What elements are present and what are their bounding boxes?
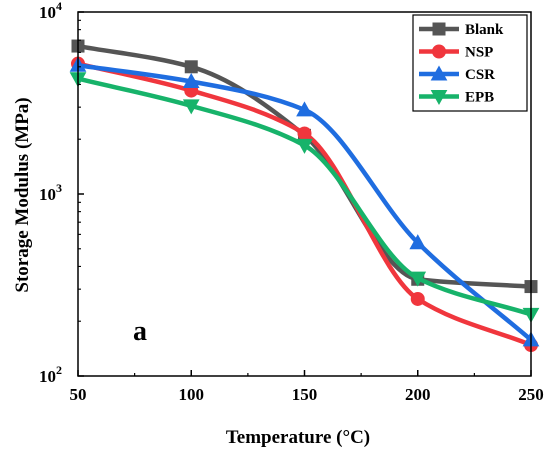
legend-marker-csr bbox=[430, 65, 448, 81]
legend-marker-nsp bbox=[432, 44, 446, 59]
data-point-nsp bbox=[410, 291, 425, 306]
x-tick-label: 150 bbox=[292, 385, 318, 404]
series-line-epb bbox=[75, 76, 534, 317]
legend-marker-blank bbox=[432, 22, 446, 36]
panel-label: a bbox=[133, 316, 147, 347]
data-point-csr bbox=[182, 72, 200, 89]
data-point-epb bbox=[409, 271, 427, 287]
legend-marker-epb bbox=[430, 90, 448, 106]
x-tick-label: 100 bbox=[179, 385, 205, 404]
legend-label-csr: CSR bbox=[465, 67, 495, 83]
x-axis: 50 100 150 200 250 bbox=[70, 370, 544, 404]
y-tick-base: 10 bbox=[39, 3, 56, 22]
legend-label-blank: Blank bbox=[465, 22, 504, 38]
x-axis-label: Temperature (°C) bbox=[226, 427, 370, 448]
data-point-nsp bbox=[297, 126, 312, 141]
data-point-blank bbox=[184, 60, 198, 74]
y-tick-label: 104 bbox=[39, 0, 62, 22]
y-tick-label: 103 bbox=[39, 181, 62, 204]
legend-label-epb: EPB bbox=[465, 90, 494, 106]
x-tick-label: 50 bbox=[70, 385, 87, 404]
legend-label-nsp: NSP bbox=[465, 45, 493, 61]
y-tick-label: 102 bbox=[39, 363, 62, 386]
y-tick-exponent: 3 bbox=[56, 181, 62, 195]
y-tick-exponent: 2 bbox=[56, 363, 62, 377]
data-point-csr bbox=[409, 234, 427, 250]
y-axis-label: Storage Modulus (MPa) bbox=[12, 97, 33, 292]
data-point-epb bbox=[296, 138, 313, 154]
x-tick-label: 200 bbox=[405, 385, 431, 404]
series-layer bbox=[69, 39, 540, 353]
y-tick-base: 10 bbox=[39, 367, 56, 386]
series-line-csr bbox=[75, 62, 534, 343]
data-point-epb bbox=[182, 99, 200, 115]
legend: Blank NSP CSR EPB bbox=[412, 14, 528, 112]
x-tick-label: 250 bbox=[518, 385, 544, 404]
y-tick-base: 10 bbox=[39, 185, 56, 204]
y-tick-exponent: 4 bbox=[56, 0, 62, 13]
data-point-csr bbox=[296, 101, 313, 117]
